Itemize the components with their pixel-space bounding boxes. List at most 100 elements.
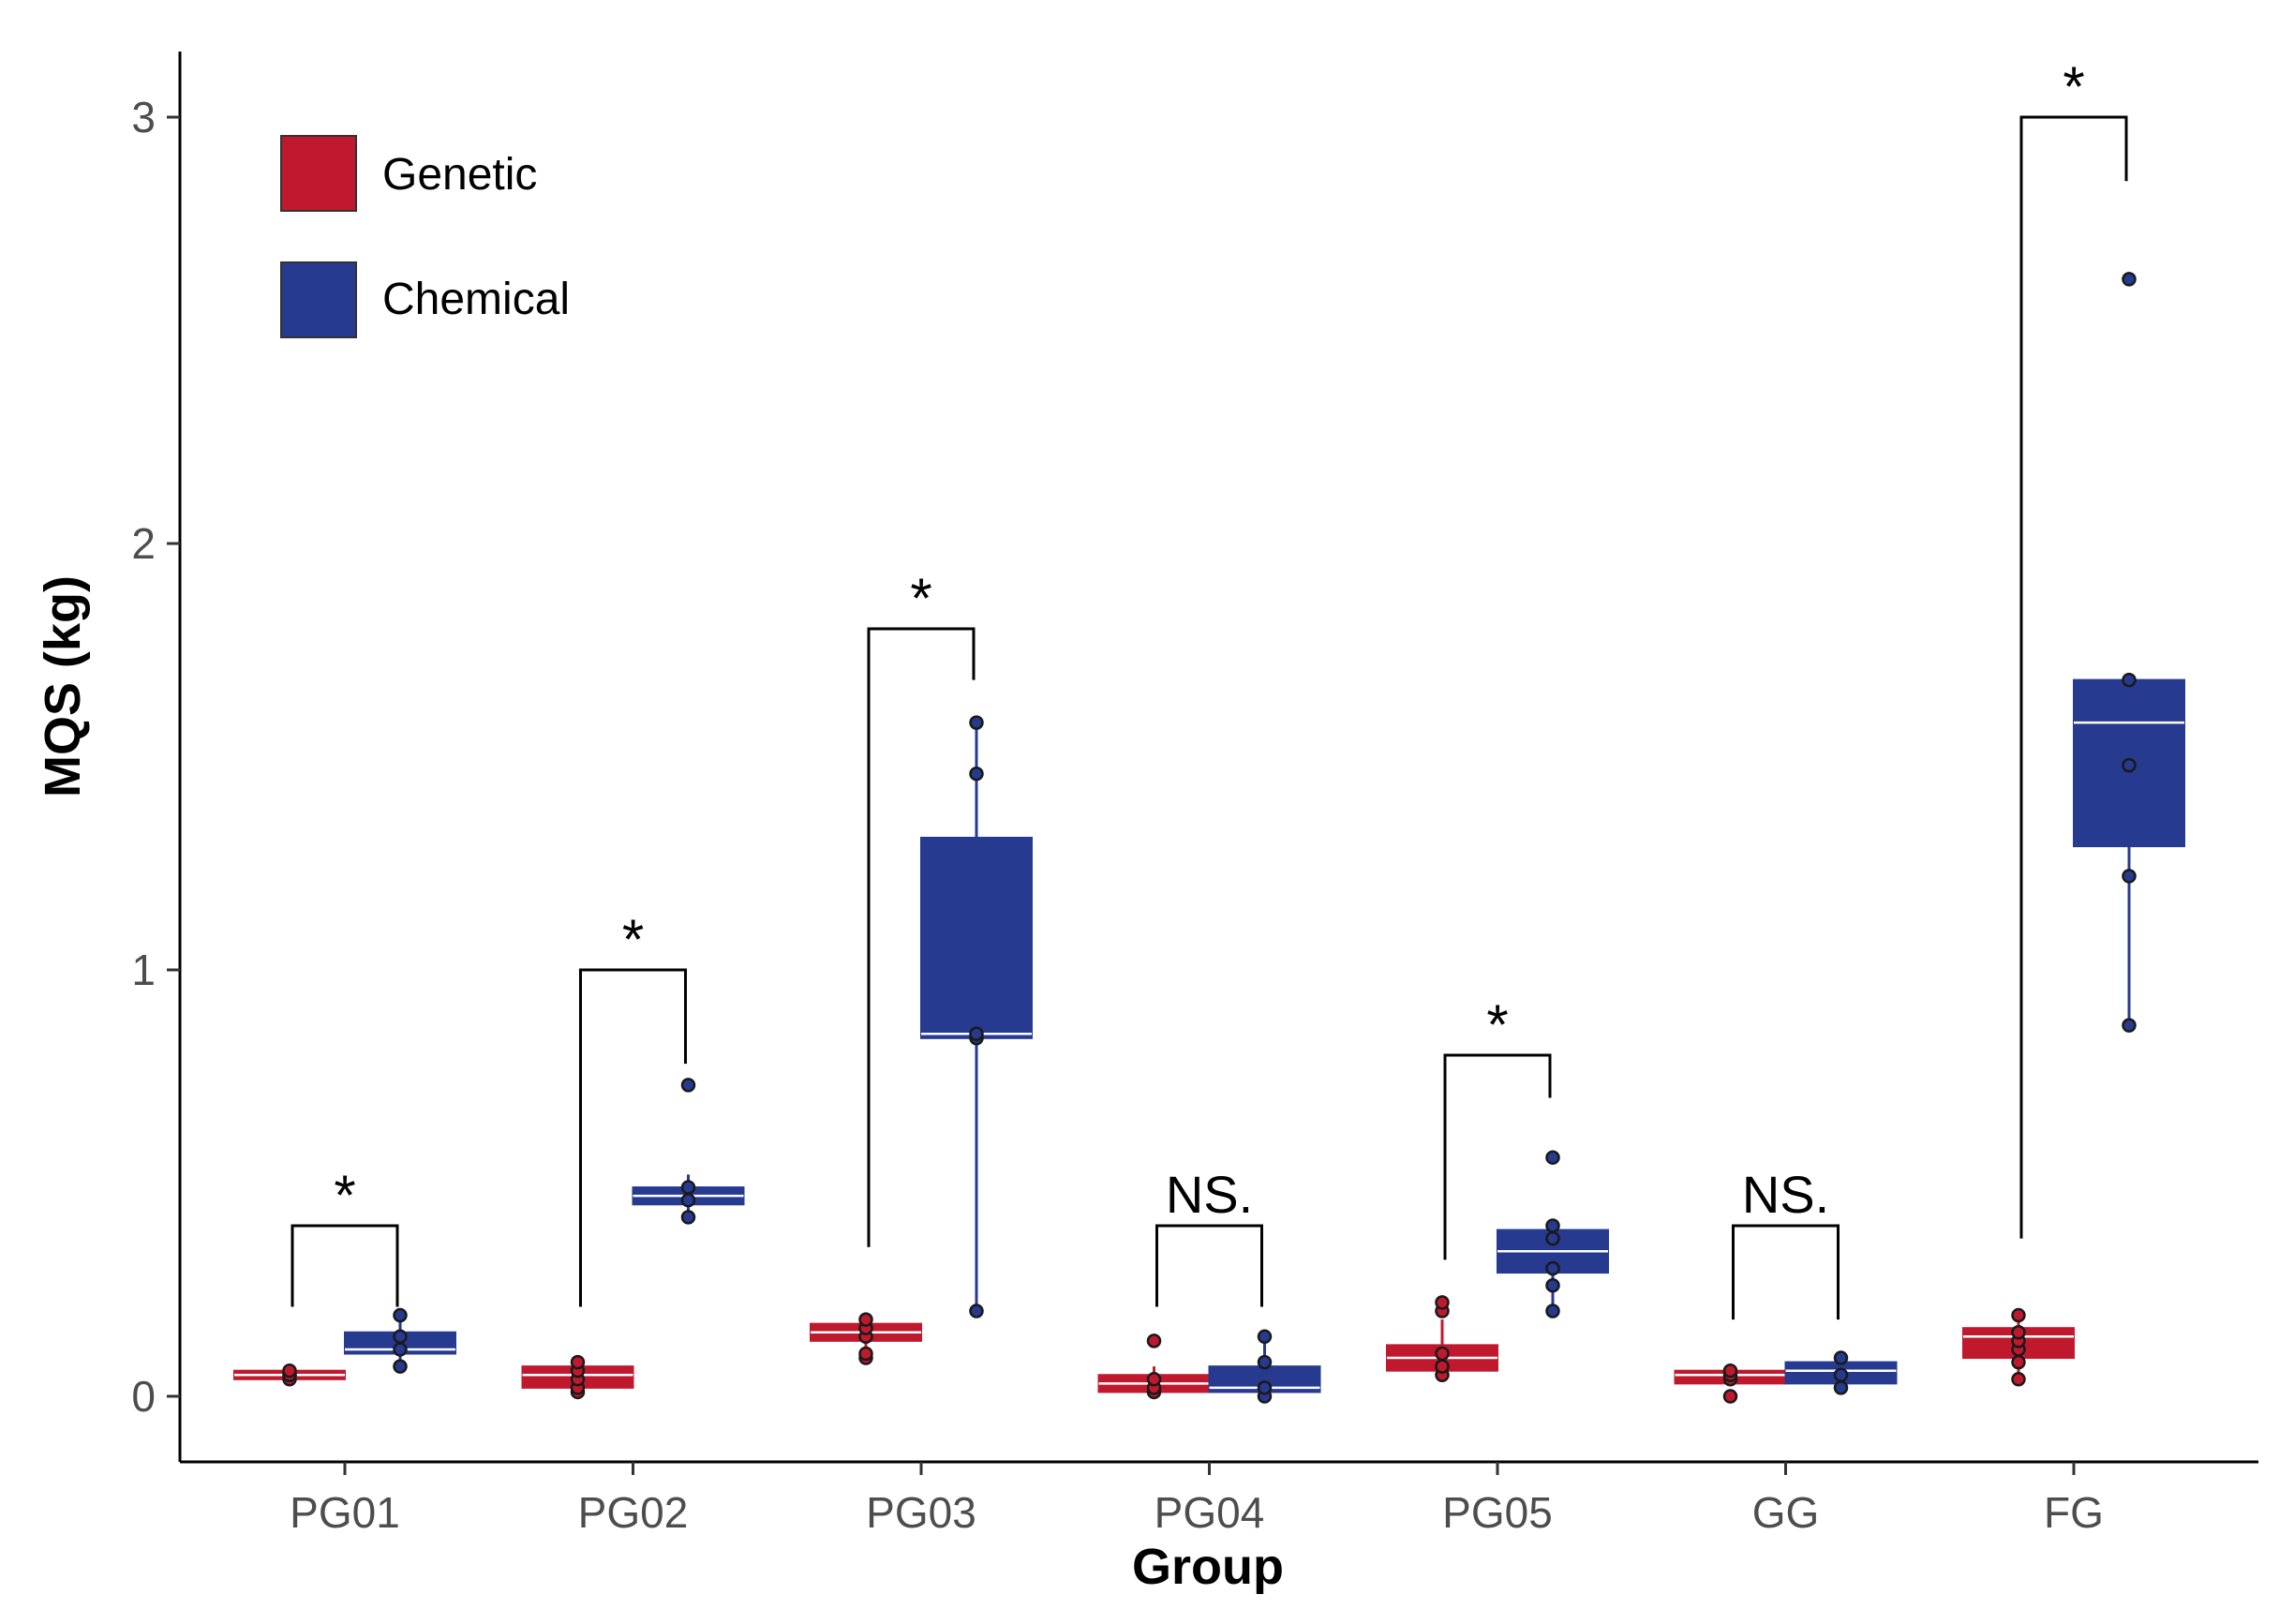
legend: Genetic Chemical bbox=[280, 135, 570, 338]
significance-label: NS. bbox=[1742, 1165, 1829, 1224]
data-point bbox=[2122, 1018, 2137, 1033]
box-genetic-pg02 bbox=[521, 1354, 634, 1400]
axes: 0 1 2 3 PG01 PG02 PG03 PG04 PG05 GG FG Group MQS (kg… bbox=[35, 52, 2258, 1595]
significance-fg: * bbox=[2019, 55, 2128, 1239]
significance-label: * bbox=[334, 1164, 355, 1227]
box-genetic-pg05 bbox=[1386, 1295, 1498, 1382]
significance-pg01: * bbox=[290, 1164, 399, 1307]
data-point bbox=[1257, 1380, 1273, 1395]
data-point bbox=[2122, 272, 2137, 287]
data-point bbox=[393, 1329, 408, 1345]
data-point bbox=[393, 1359, 408, 1374]
significance-bracket bbox=[867, 627, 976, 1247]
data-point bbox=[1435, 1346, 1450, 1362]
data-point bbox=[969, 715, 984, 730]
data-point bbox=[1545, 1277, 1560, 1293]
data-point bbox=[969, 1026, 984, 1041]
significance-bracket bbox=[1155, 1224, 1263, 1307]
plot-area: * * * NS. * NS. * bbox=[233, 55, 2185, 1404]
data-point bbox=[2122, 672, 2137, 688]
significance-bracket bbox=[1732, 1224, 1840, 1320]
box-chemical-pg01 bbox=[344, 1307, 456, 1374]
data-point bbox=[2011, 1372, 2026, 1387]
significance-bracket bbox=[579, 968, 687, 1307]
data-point bbox=[680, 1192, 696, 1208]
significance-pg04: NS. bbox=[1155, 1165, 1263, 1307]
data-point bbox=[1257, 1354, 1273, 1370]
x-tick-label: PG03 bbox=[866, 1488, 976, 1537]
data-point bbox=[1435, 1295, 1450, 1310]
legend-swatch-genetic bbox=[280, 135, 357, 212]
data-point bbox=[2122, 869, 2137, 884]
data-point bbox=[1833, 1380, 1849, 1395]
legend-label-chemical: Chemical bbox=[382, 275, 570, 324]
x-axis-title: Group bbox=[1132, 1539, 1284, 1595]
box-chemical-gg bbox=[1784, 1350, 1898, 1395]
data-point bbox=[1722, 1389, 1738, 1404]
y-tick-label: 3 bbox=[131, 93, 156, 142]
significance-pg05: * bbox=[1443, 993, 1552, 1260]
data-point bbox=[680, 1180, 696, 1195]
box-genetic-pg01 bbox=[233, 1363, 346, 1387]
significance-bracket bbox=[290, 1224, 399, 1307]
x-tick-label: FG bbox=[2044, 1488, 2104, 1537]
x-tick-label: PG04 bbox=[1154, 1488, 1265, 1537]
box-genetic-pg04 bbox=[1097, 1333, 1211, 1400]
significance-gg: NS. bbox=[1732, 1165, 1840, 1320]
y-tick-label: 0 bbox=[131, 1372, 156, 1421]
data-point bbox=[1833, 1367, 1849, 1382]
data-point bbox=[393, 1342, 408, 1357]
data-point bbox=[1545, 1260, 1560, 1276]
box-genetic-pg03 bbox=[810, 1312, 922, 1365]
significance-label: * bbox=[622, 908, 644, 971]
data-point bbox=[1545, 1218, 1560, 1233]
y-tick-label: 1 bbox=[131, 946, 156, 994]
x-tick-label: GG bbox=[1752, 1488, 1820, 1537]
data-point bbox=[2011, 1307, 2026, 1323]
data-point bbox=[393, 1307, 408, 1323]
data-point bbox=[1545, 1230, 1560, 1246]
data-point bbox=[2011, 1325, 2026, 1340]
data-point bbox=[858, 1312, 873, 1327]
x-tick-label: PG05 bbox=[1442, 1488, 1553, 1537]
box-genetic-gg bbox=[1674, 1363, 1787, 1404]
significance-label: * bbox=[2063, 55, 2084, 118]
data-point bbox=[680, 1210, 696, 1225]
box-genetic-fg bbox=[1962, 1307, 2075, 1387]
box-chemical-pg02 bbox=[632, 1078, 745, 1225]
data-point bbox=[1146, 1333, 1162, 1348]
data-point bbox=[2011, 1354, 2026, 1370]
data-point bbox=[1435, 1359, 1450, 1374]
box-chemical-pg04 bbox=[1208, 1329, 1321, 1404]
box-chemical-pg05 bbox=[1497, 1150, 1609, 1319]
x-tick-label: PG02 bbox=[578, 1488, 689, 1537]
significance-pg02: * bbox=[579, 908, 687, 1307]
data-point bbox=[1146, 1372, 1162, 1387]
data-point bbox=[969, 1304, 984, 1319]
data-point bbox=[2122, 757, 2137, 773]
significance-bracket bbox=[2019, 115, 2128, 1239]
x-tick-label: PG01 bbox=[290, 1488, 400, 1537]
data-point bbox=[570, 1354, 586, 1370]
y-axis-title: MQS (kg) bbox=[35, 575, 91, 797]
data-point bbox=[1545, 1304, 1560, 1319]
y-tick-label: 2 bbox=[131, 519, 156, 568]
box-chemical-fg bbox=[2073, 272, 2185, 1033]
data-point bbox=[680, 1078, 696, 1093]
legend-label-genetic: Genetic bbox=[382, 150, 537, 200]
data-point bbox=[1545, 1150, 1560, 1165]
significance-bracket bbox=[1443, 1053, 1552, 1260]
significance-label: * bbox=[910, 567, 931, 630]
data-point bbox=[1722, 1363, 1738, 1378]
significance-label: * bbox=[1486, 993, 1508, 1056]
data-point bbox=[282, 1363, 297, 1378]
data-point bbox=[858, 1346, 873, 1362]
box-chemical-pg03 bbox=[920, 715, 1033, 1319]
significance-pg03: * bbox=[867, 567, 976, 1247]
data-point bbox=[969, 766, 984, 782]
data-point bbox=[1833, 1350, 1849, 1365]
legend-swatch-chemical bbox=[280, 261, 357, 338]
data-point bbox=[1257, 1329, 1273, 1345]
significance-label: NS. bbox=[1166, 1165, 1253, 1224]
